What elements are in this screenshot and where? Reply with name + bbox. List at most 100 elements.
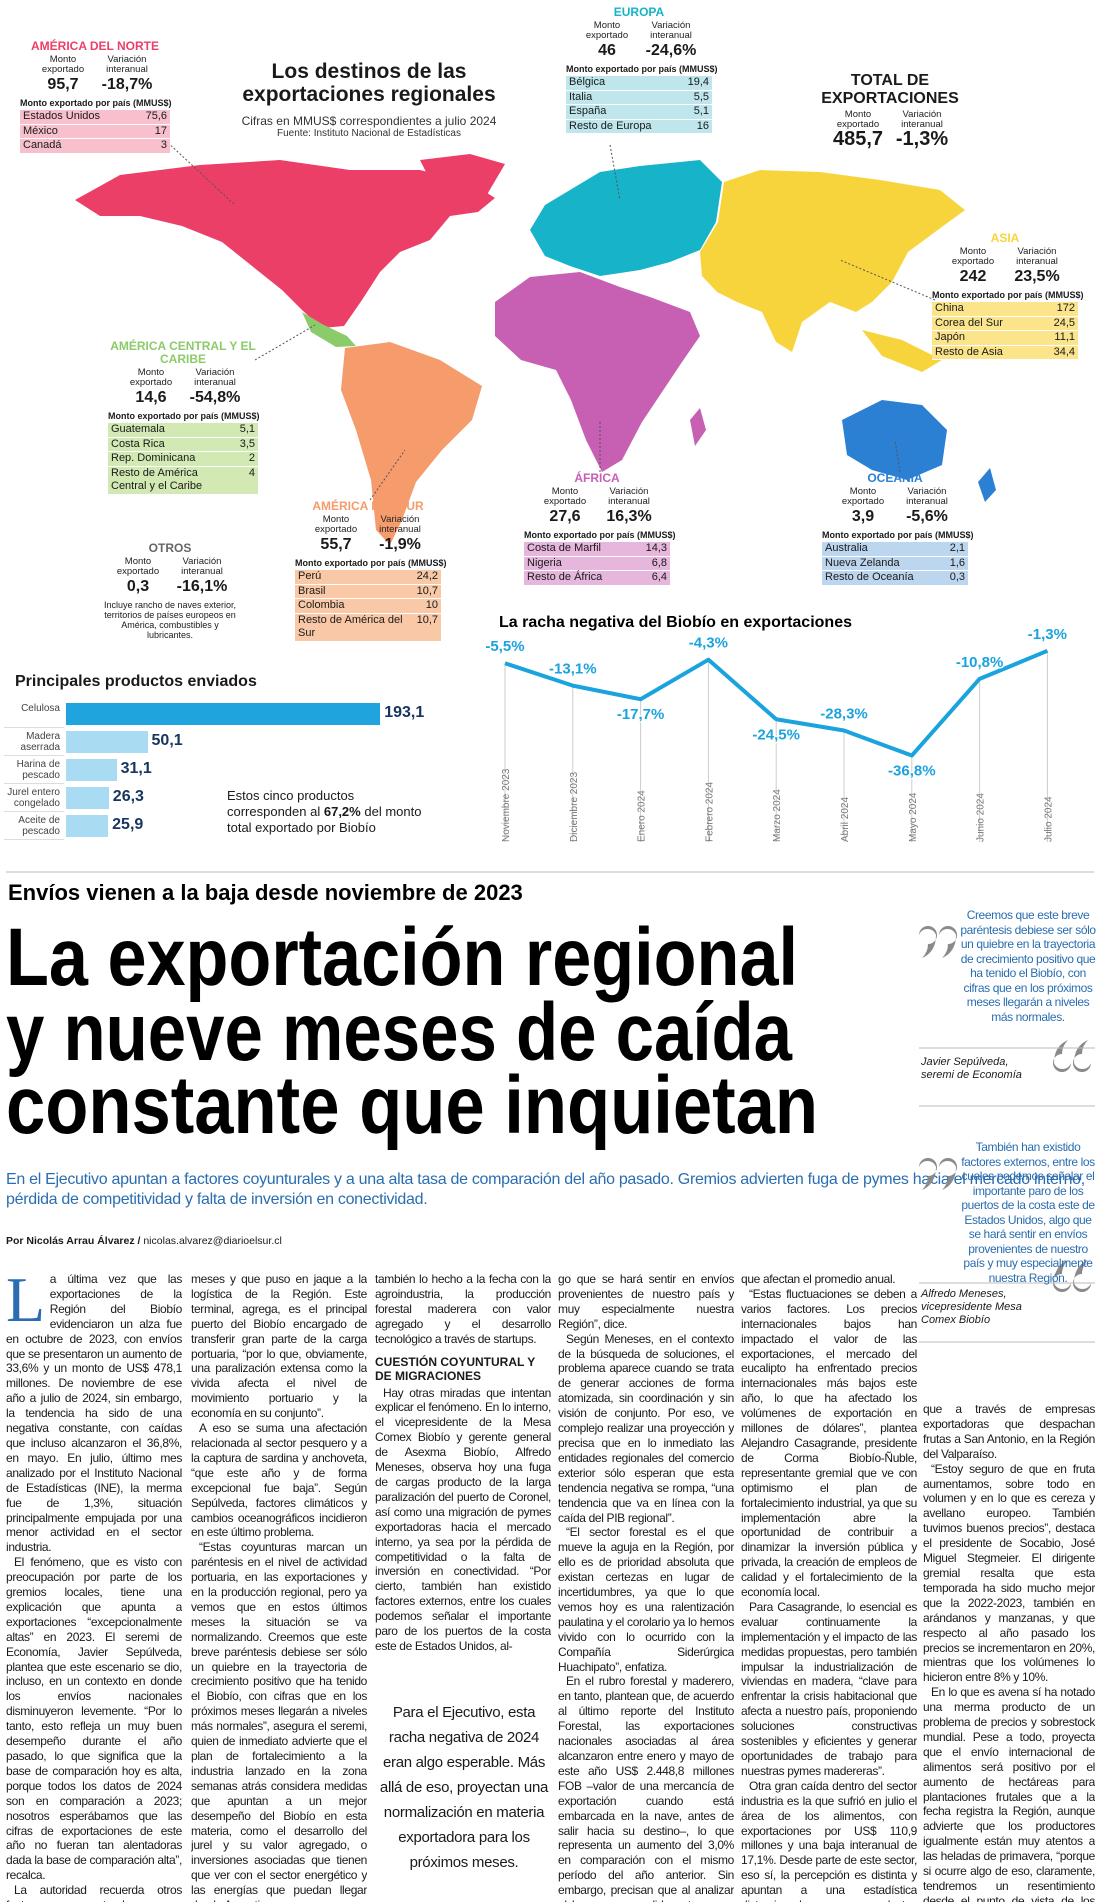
country-value: 24,2 xyxy=(413,570,441,585)
country-value: 24,5 xyxy=(1038,316,1078,331)
stat-label: Variación interanual xyxy=(181,556,223,577)
stat-value: 0,3 xyxy=(126,578,150,595)
country-table: Bélgica 19,4 Italia 5,5 España 5,1 Resto de Eu… xyxy=(566,76,712,134)
stat-value: -16,1% xyxy=(176,578,228,595)
leader-line xyxy=(254,324,316,361)
country-value: 10 xyxy=(413,598,441,614)
open-quote xyxy=(919,1158,957,1190)
map-asia xyxy=(700,170,965,352)
stat-label: Monto exportado xyxy=(116,556,160,577)
close-quote xyxy=(1053,1260,1091,1292)
bar xyxy=(66,759,117,781)
headline: Envíos vienen a la baja desde noviembre … xyxy=(6,871,1094,1151)
stat: Monto exportado 55,7 xyxy=(308,515,364,554)
country-row: Brasil 10,7 xyxy=(295,584,441,599)
paragraph: La última vez que las exportaciones de l… xyxy=(6,1272,182,1555)
bar-value-label: 25,9 xyxy=(112,816,144,833)
paragraph: Hay otras miradas que intentan explicar … xyxy=(375,1385,551,1653)
country-value: 4 xyxy=(236,466,258,495)
data-label: -5,5% xyxy=(485,638,524,655)
region-name: ÁFRICA xyxy=(574,471,620,485)
data-label: -28,3% xyxy=(820,705,868,722)
table-title: Monto exportado por país (MMUS$) xyxy=(822,530,974,540)
region-name: EUROPA xyxy=(613,5,665,19)
row-separator xyxy=(4,727,64,728)
stat: Variación interanual 16,3% xyxy=(601,487,657,526)
country-value: 10,7 xyxy=(413,613,441,642)
stat-value: 16,3% xyxy=(606,508,652,525)
table-title: Monto exportado por país (MMUS$) xyxy=(524,530,676,540)
leader-line xyxy=(894,439,901,473)
infographic: La racha negativa del Biobío en exportac… xyxy=(75,139,1068,842)
stat: Monto exportado 95,7 xyxy=(35,55,91,94)
country-row: Japón 11,1 xyxy=(932,330,1078,346)
country-name: Resto de Oceanía xyxy=(822,570,942,586)
stats: Monto exportado 27,6 Variación interanual 1… xyxy=(524,487,670,526)
pull-quote: Para el Ejecutivo, esta racha negativa d… xyxy=(379,1704,549,1871)
stat-label: Monto exportado xyxy=(41,54,85,75)
x-tick-label: Enero 2024 xyxy=(637,790,648,842)
quote-text: Creemos que este breve paréntesis debies… xyxy=(960,908,1096,1024)
country-name: China xyxy=(932,302,1039,317)
paragraph: también lo hecho a la fecha con la agroi… xyxy=(375,1272,551,1346)
region-box: ASIA Monto exportado 242 Variación interanu… xyxy=(932,232,1084,360)
world-map xyxy=(75,154,996,545)
others-note: Incluye rancho de naves exterior, territ… xyxy=(103,600,237,640)
country-value: 172 xyxy=(1038,302,1078,317)
country-name: Colombia xyxy=(295,598,414,614)
country-value: 3 xyxy=(132,138,170,154)
byline: Por Nicolás Arrau Álvarez / nicolas.alva… xyxy=(6,1235,282,1247)
country-name: Bélgica xyxy=(566,76,678,91)
country-row: Resto de Europa 16 xyxy=(566,119,712,134)
country-value: 14,3 xyxy=(633,542,670,557)
row-separator xyxy=(4,783,64,784)
infographic-title: Los destinos de las exportaciones region… xyxy=(242,60,496,106)
stat-value: 242 xyxy=(959,268,987,285)
country-row: Resto de Asia 34,4 xyxy=(932,345,1078,360)
map-africa xyxy=(495,272,700,472)
stat-value: 14,6 xyxy=(135,389,167,406)
subheading: CUESTIÓN COYUNTURAL Y DE MIGRACIONES xyxy=(375,1354,536,1383)
stats: Monto exportado 0,3 Variación interanual -1… xyxy=(95,557,245,596)
data-label: -13,1% xyxy=(549,661,597,678)
stat: Monto exportado 3,9 xyxy=(835,487,891,526)
stat-value: -18,7% xyxy=(101,76,153,93)
bar xyxy=(66,703,381,725)
quote-text: También han existido factores externos, … xyxy=(961,1140,1095,1285)
total-title: TOTAL DE EXPORTACIONES xyxy=(821,72,959,107)
data-label: -17,7% xyxy=(617,706,665,723)
paragraph: que afectan el promedio anual. xyxy=(741,1272,896,1286)
infographic-title-block: Los destinos de las exportaciones region… xyxy=(214,60,524,139)
country-name: Nueva Zelanda xyxy=(822,556,942,571)
table-title: Monto exportado por país (MMUS$) xyxy=(108,411,260,421)
stat-label: Monto exportado xyxy=(543,486,587,507)
stats: Monto exportado 3,9 Variación interanual -5… xyxy=(822,487,968,526)
country-name: Nigeria xyxy=(524,556,634,571)
stat-label: Monto exportado xyxy=(841,486,885,507)
bar-label: Aceite de pescado xyxy=(18,815,60,837)
country-name: Perú xyxy=(295,570,414,585)
article-column: también lo hecho a la fecha con la agroi… xyxy=(375,1272,551,1692)
leader-line xyxy=(609,144,621,201)
data-label: -1,3% xyxy=(1028,626,1067,643)
bar-label: Celulosa xyxy=(21,703,60,714)
stat: Monto exportado 0,3 xyxy=(110,557,166,596)
paragraph: La autoridad recuerda otros factores coy… xyxy=(6,1883,182,1902)
region-box: AMÉRICA DEL SUR Monto exportado 55,7 Variac… xyxy=(295,500,447,642)
stats: Monto exportado 95,7 Variación interanual -… xyxy=(20,55,170,94)
paragraph: “Estas coyunturas marcan un paréntesis e… xyxy=(191,1540,367,1902)
note-text: del monto total exportado por Biobío xyxy=(227,804,422,835)
paragraph: que a través de empresas exportadoras qu… xyxy=(923,1402,1095,1461)
country-value: 3,5 xyxy=(236,437,258,452)
stat: Variación interanual -18,7% xyxy=(99,55,155,94)
country-value: 17 xyxy=(132,124,170,139)
country-row: Resto de África 6,4 xyxy=(524,570,670,586)
country-value: 11,1 xyxy=(1038,330,1078,346)
country-row: México 17 xyxy=(20,124,170,139)
country-row: Corea del Sur 24,5 xyxy=(932,316,1078,331)
region-name: OTROS xyxy=(148,541,192,555)
stats: Monto exportado 485,7 Variación interanual… xyxy=(800,110,980,150)
country-name: Resto de América del Sur xyxy=(295,613,414,642)
stat: Monto exportado 27,6 xyxy=(537,487,593,526)
